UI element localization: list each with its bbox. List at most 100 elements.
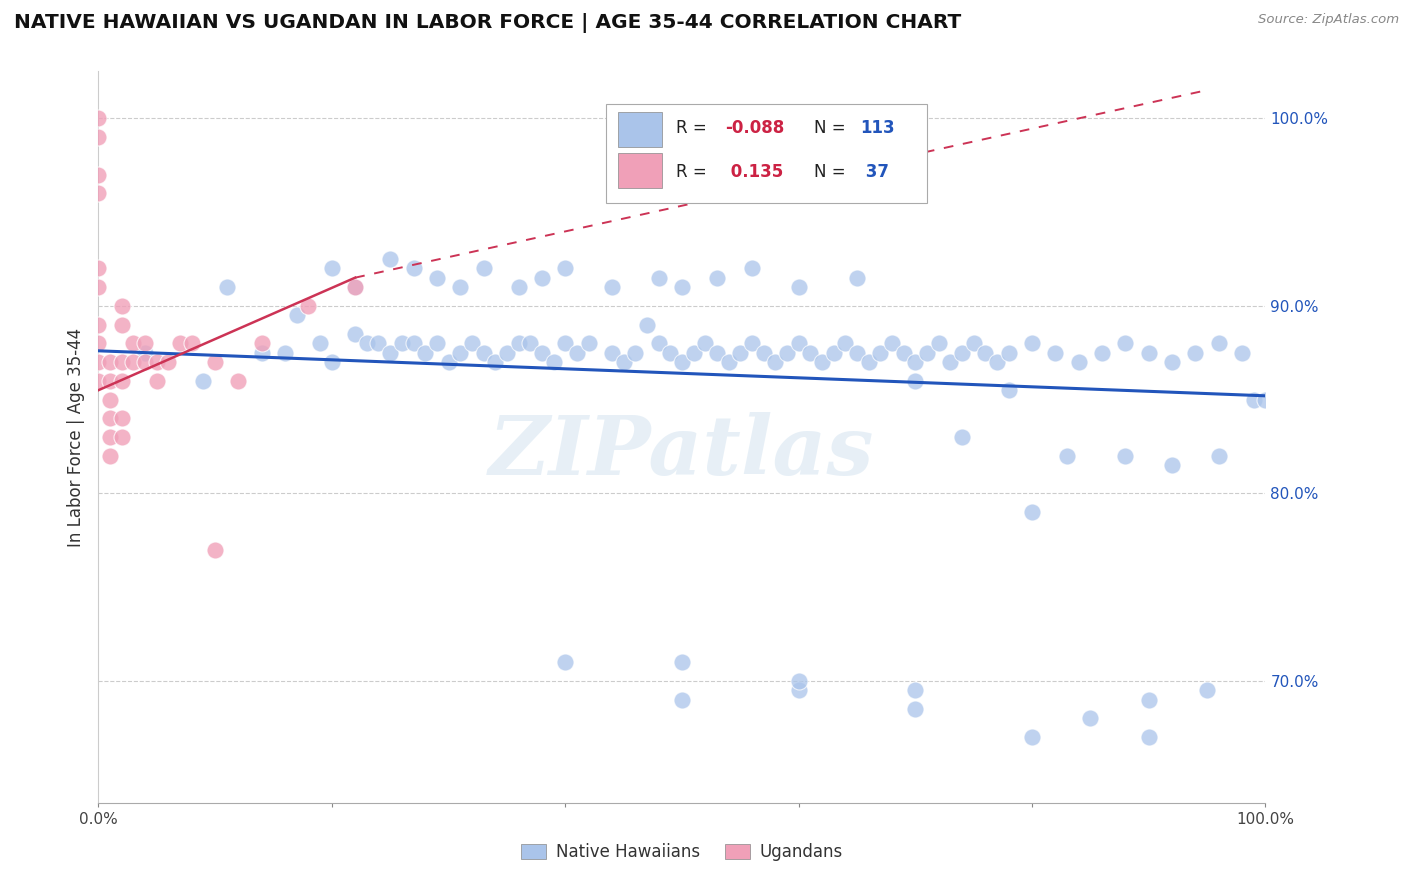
Point bbox=[1056, 449, 1078, 463]
Point bbox=[285, 308, 308, 322]
Point bbox=[98, 374, 121, 388]
Point bbox=[344, 326, 367, 341]
Point bbox=[1230, 345, 1253, 359]
Point bbox=[134, 336, 156, 351]
Point bbox=[391, 336, 413, 351]
Point bbox=[111, 430, 134, 444]
Point bbox=[787, 336, 810, 351]
Point bbox=[904, 683, 927, 698]
Point bbox=[554, 261, 576, 276]
Point bbox=[519, 336, 541, 351]
Point bbox=[799, 345, 821, 359]
Point bbox=[1161, 458, 1184, 473]
Point bbox=[600, 345, 623, 359]
Point bbox=[87, 168, 110, 182]
Point bbox=[869, 345, 891, 359]
Point bbox=[1021, 730, 1043, 744]
Point bbox=[811, 355, 834, 369]
Point bbox=[554, 336, 576, 351]
Point bbox=[449, 345, 471, 359]
Text: -0.088: -0.088 bbox=[725, 120, 785, 137]
Point bbox=[157, 355, 180, 369]
Point bbox=[1137, 730, 1160, 744]
Point bbox=[87, 261, 110, 276]
Point bbox=[98, 449, 121, 463]
Point bbox=[858, 355, 880, 369]
Text: NATIVE HAWAIIAN VS UGANDAN IN LABOR FORCE | AGE 35-44 CORRELATION CHART: NATIVE HAWAIIAN VS UGANDAN IN LABOR FORC… bbox=[14, 13, 962, 33]
Point bbox=[1137, 692, 1160, 706]
Point bbox=[986, 355, 1008, 369]
Point bbox=[250, 345, 273, 359]
FancyBboxPatch shape bbox=[617, 112, 662, 146]
Point bbox=[671, 280, 693, 294]
Point bbox=[1067, 355, 1090, 369]
Point bbox=[997, 383, 1019, 397]
Point bbox=[763, 355, 786, 369]
Point bbox=[624, 345, 647, 359]
Point bbox=[1080, 711, 1102, 725]
FancyBboxPatch shape bbox=[606, 104, 927, 203]
Point bbox=[939, 355, 962, 369]
Point bbox=[204, 355, 226, 369]
Point bbox=[98, 392, 121, 407]
Point bbox=[647, 336, 669, 351]
Point bbox=[111, 374, 134, 388]
Point bbox=[449, 280, 471, 294]
Point bbox=[228, 374, 250, 388]
Point bbox=[356, 336, 378, 351]
Point bbox=[472, 261, 495, 276]
Point bbox=[962, 336, 984, 351]
Point bbox=[98, 355, 121, 369]
Text: ZIPatlas: ZIPatlas bbox=[489, 412, 875, 491]
Point bbox=[87, 374, 110, 388]
Point bbox=[787, 280, 810, 294]
Point bbox=[880, 336, 903, 351]
Point bbox=[997, 345, 1019, 359]
Point bbox=[87, 112, 110, 126]
Point bbox=[950, 345, 973, 359]
Point bbox=[706, 345, 728, 359]
Text: 37: 37 bbox=[860, 163, 890, 181]
Point bbox=[543, 355, 565, 369]
Point bbox=[169, 336, 191, 351]
Point bbox=[974, 345, 997, 359]
Point bbox=[380, 345, 402, 359]
Text: N =: N = bbox=[814, 163, 851, 181]
Point bbox=[1091, 345, 1114, 359]
Point bbox=[87, 280, 110, 294]
Point bbox=[904, 355, 927, 369]
Point bbox=[741, 336, 763, 351]
Point bbox=[402, 261, 425, 276]
Text: 113: 113 bbox=[860, 120, 896, 137]
Point bbox=[671, 692, 693, 706]
Point bbox=[1137, 345, 1160, 359]
Point bbox=[834, 336, 856, 351]
Point bbox=[426, 270, 449, 285]
Point bbox=[508, 336, 530, 351]
Point bbox=[180, 336, 202, 351]
Point bbox=[193, 374, 215, 388]
Point bbox=[554, 655, 576, 669]
Point bbox=[134, 355, 156, 369]
Point bbox=[297, 299, 319, 313]
Point bbox=[508, 280, 530, 294]
Point bbox=[321, 261, 343, 276]
Point bbox=[565, 345, 588, 359]
Point bbox=[309, 336, 332, 351]
Point bbox=[682, 345, 704, 359]
Point bbox=[122, 355, 145, 369]
Text: Source: ZipAtlas.com: Source: ZipAtlas.com bbox=[1258, 13, 1399, 27]
Point bbox=[437, 355, 460, 369]
Y-axis label: In Labor Force | Age 35-44: In Labor Force | Age 35-44 bbox=[66, 327, 84, 547]
Point bbox=[915, 345, 938, 359]
Point bbox=[893, 345, 915, 359]
Point bbox=[111, 299, 134, 313]
Point bbox=[98, 411, 121, 425]
Point bbox=[647, 270, 669, 285]
Point bbox=[776, 345, 799, 359]
Point bbox=[204, 542, 226, 557]
Point bbox=[87, 355, 110, 369]
Point bbox=[98, 430, 121, 444]
Point bbox=[787, 673, 810, 688]
Point bbox=[846, 270, 869, 285]
